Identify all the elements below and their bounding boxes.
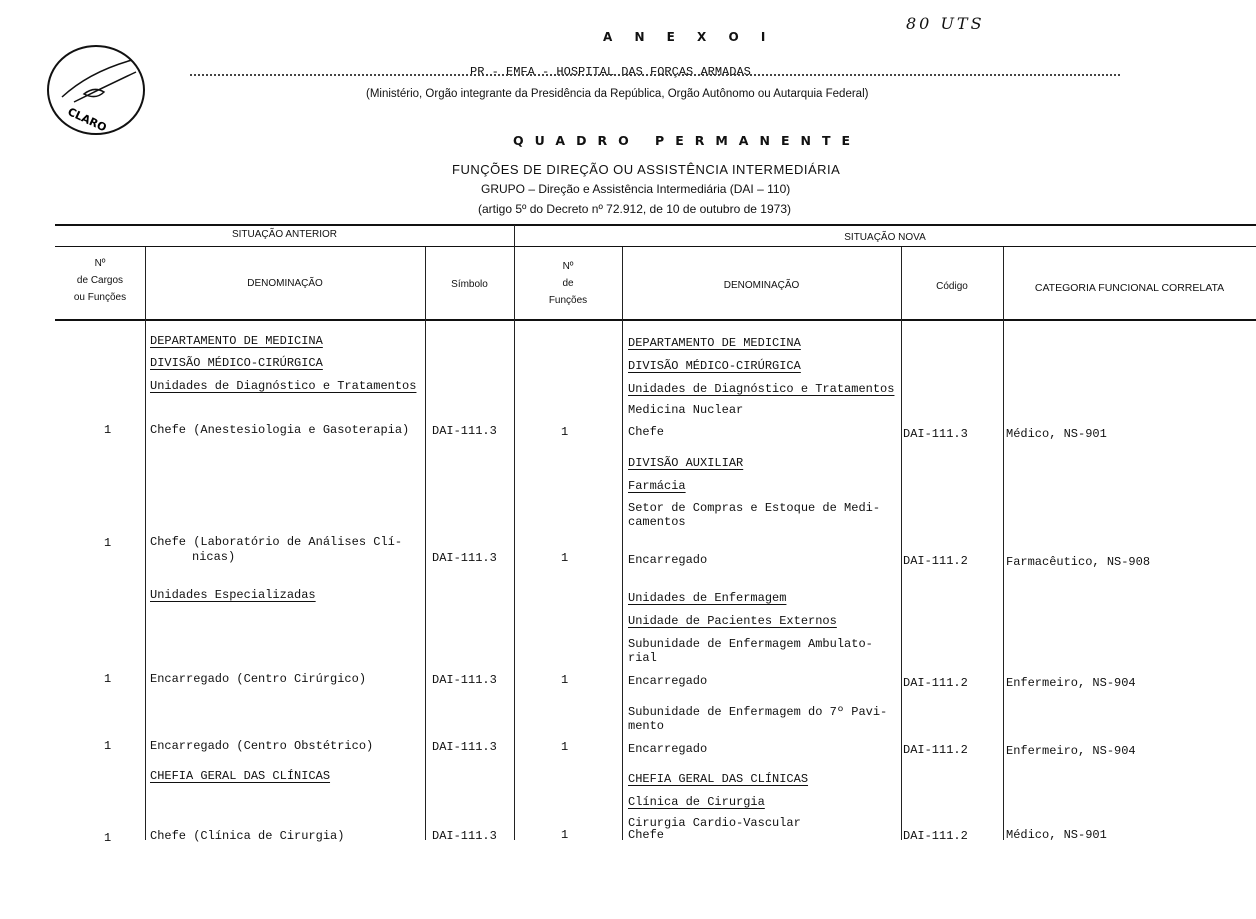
group-line: GRUPO – Direção e Assistência Intermediá… — [481, 182, 791, 196]
new-section: Unidades de Enfermagem — [628, 591, 787, 605]
decree-line: (artigo 5º do Decreto nº 72.912, de 10 d… — [478, 202, 791, 216]
prev-count: 1 — [104, 536, 112, 550]
new-unit-cont: camentos — [628, 515, 686, 529]
prev-count: 1 — [104, 739, 112, 753]
previous-situation-header: SITUAÇÃO ANTERIOR — [231, 229, 337, 240]
new-section: CHEFIA GERAL DAS CLÍNICAS — [628, 772, 809, 786]
prev-count: 1 — [104, 831, 112, 845]
new-section: DEPARTAMENTO DE MEDICINA — [628, 336, 801, 350]
new-section: Unidade de Pacientes Externos — [628, 614, 837, 628]
new-unit: Subunidade de Enfermagem Ambulato- — [628, 637, 873, 651]
new-code: DAI-111.2 — [903, 676, 968, 690]
svg-text:CLARO: CLARO — [66, 105, 109, 134]
new-unit: Subunidade de Enfermagem do 7º Pavi- — [628, 705, 888, 719]
organ-caption: (Ministério, Orgão integrante da Presidê… — [366, 88, 869, 100]
prev-section: Unidades Especializadas — [150, 588, 316, 602]
new-section: Farmácia — [628, 479, 686, 493]
new-function: Encarregado — [628, 674, 708, 688]
new-code: DAI-111.3 — [903, 427, 968, 441]
new-function: Encarregado — [628, 553, 708, 567]
category: Médico, NS-901 — [1006, 427, 1107, 441]
new-section: DIVISÃO MÉDICO-CIRÚRGICA — [628, 359, 801, 373]
col-new-count: Nº de Funções — [548, 261, 588, 306]
prev-section: DIVISÃO MÉDICO-CIRÚRGICA — [150, 356, 323, 370]
annex-title: A N E X O I — [603, 30, 775, 44]
new-function: Chefe — [628, 828, 665, 842]
handwritten-note: 80 UTS — [906, 14, 985, 33]
col-new-code: Código — [936, 281, 968, 292]
prev-function: Encarregado (Centro Obstétrico) — [150, 739, 374, 753]
organ-name: PR - EMFA - HOSPITAL DAS FORÇAS ARMADAS — [470, 65, 751, 79]
new-unit: Medicina Nuclear — [628, 403, 744, 417]
new-count: 1 — [561, 740, 569, 754]
subtitle: FUNÇÕES DE DIREÇÃO OU ASSISTÊNCIA INTERM… — [452, 162, 841, 177]
claro-stamp: CLARO — [47, 45, 145, 135]
category: Enfermeiro, NS-904 — [1006, 676, 1136, 690]
new-count: 1 — [561, 673, 569, 687]
prev-count: 1 — [104, 672, 112, 686]
new-code: DAI-111.2 — [903, 743, 968, 757]
page-title: QUADRO PERMANENTE — [513, 133, 862, 148]
new-unit-cont: rial — [628, 651, 657, 665]
prev-function: Encarregado (Centro Cirúrgico) — [150, 672, 367, 686]
new-unit: Cirurgia Cardio-Vascular — [628, 816, 801, 830]
new-count: 1 — [561, 425, 569, 439]
new-section: Clínica de Cirurgia — [628, 795, 765, 809]
prev-function-cont: nicas) — [192, 550, 236, 564]
category: Farmacêutico, NS-908 — [1006, 555, 1151, 569]
prev-function: Chefe (Laboratório de Análises Clí- — [150, 535, 403, 549]
new-unit: Setor de Compras e Estoque de Medi- — [628, 501, 881, 515]
col-category: CATEGORIA FUNCIONAL CORRELATA — [1034, 282, 1225, 294]
col-new-name: DENOMINAÇÃO — [723, 280, 800, 291]
prev-function: Chefe (Anestesiologia e Gasoterapia) — [150, 423, 410, 437]
new-function: Chefe — [628, 425, 665, 439]
new-count: 1 — [561, 828, 569, 842]
new-function: Encarregado — [628, 742, 708, 756]
new-code: DAI-111.2 — [903, 554, 968, 568]
prev-symbol: DAI-111.3 — [432, 829, 497, 843]
new-count: 1 — [561, 551, 569, 565]
prev-section: DEPARTAMENTO DE MEDICINA — [150, 334, 323, 348]
category: Enfermeiro, NS-904 — [1006, 744, 1136, 758]
prev-function: Chefe (Clínica de Cirurgia) — [150, 829, 345, 843]
col-prev-name: DENOMINAÇÃO — [247, 278, 323, 289]
prev-section: Unidades de Diagnóstico e Tratamentos — [150, 379, 417, 393]
dotted-line — [190, 74, 1120, 76]
new-situation-header: SITUAÇÃO NOVA — [844, 232, 926, 243]
prev-symbol: DAI-111.3 — [432, 740, 497, 754]
prev-symbol: DAI-111.3 — [432, 424, 497, 438]
category: Médico, NS-901 — [1006, 828, 1107, 842]
prev-symbol: DAI-111.3 — [432, 551, 497, 565]
prev-count: 1 — [104, 423, 112, 437]
prev-section: CHEFIA GERAL DAS CLÍNICAS — [150, 769, 331, 783]
new-code: DAI-111.2 — [903, 829, 968, 843]
col-prev-symbol: Símbolo — [451, 279, 488, 290]
new-section: DIVISÃO AUXILIAR — [628, 456, 744, 470]
col-prev-count: Nº de Cargos ou Funções — [73, 258, 127, 303]
new-section: Unidades de Diagnóstico e Tratamentos — [628, 382, 895, 396]
new-unit-cont: mento — [628, 719, 665, 733]
prev-symbol: DAI-111.3 — [432, 673, 497, 687]
